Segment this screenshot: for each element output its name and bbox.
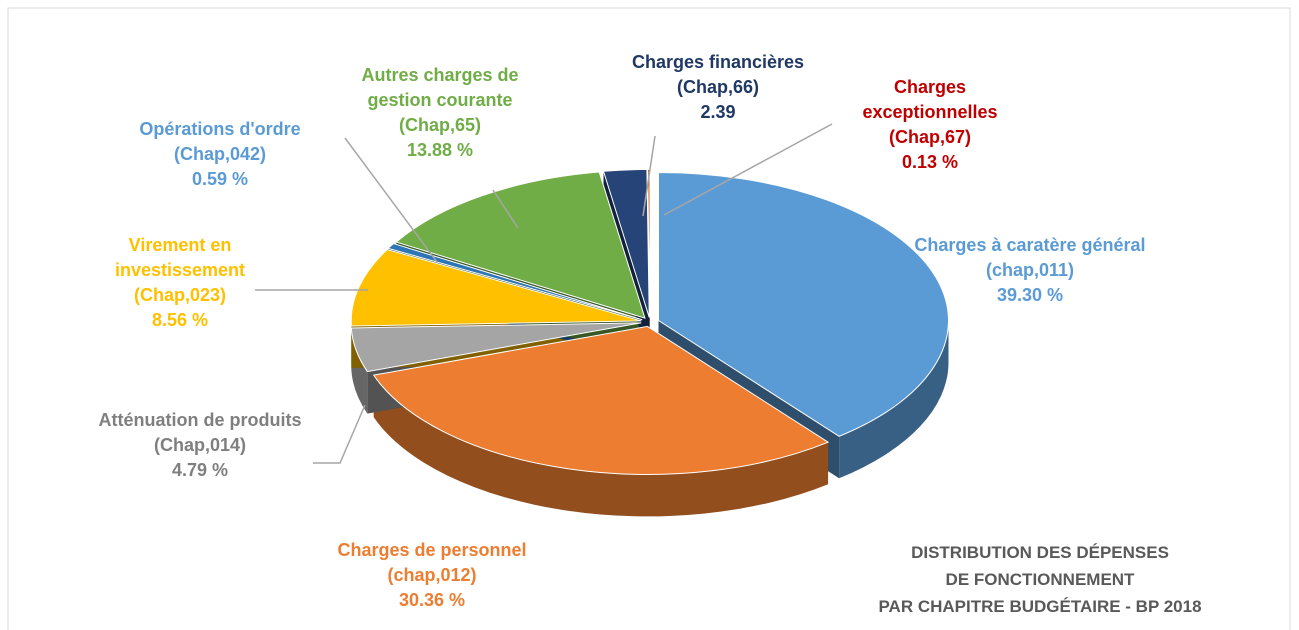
data-label: Charges exceptionnelles (Chap,67) 0.13 % [825,75,1035,175]
value-label: 8.56 % [151,310,209,330]
leader-line [492,189,519,229]
pie-slice [657,171,949,437]
category-label: Virement en investissement (Chap,023) [114,235,246,305]
pie-tops [350,168,949,475]
category-label: Charges financières (Chap,66) [631,52,805,97]
pie-slice [395,171,646,319]
data-label: Opérations d'ordre (Chap,042) 0.59 % [105,117,335,192]
data-label: Virement en investissement (Chap,023) 8.5… [80,233,280,333]
pie-slice [602,168,650,318]
pie-slice [350,248,642,327]
category-label: Charges exceptionnelles (Chap,67) [862,77,998,147]
leader-line [344,137,438,263]
pie-slice [350,322,642,373]
leader-line [663,123,833,216]
value-label: 30.36 % [398,590,466,610]
leader-line [642,135,656,217]
pie-slice-side [839,320,949,479]
chart-title: DISTRIBUTION DES DÉPENSES [911,543,1169,562]
leader-line [313,404,366,464]
value-label: 39.30 % [996,285,1064,305]
chart-title: PAR CHAPITRE BUDGÉTAIRE - BP 2018 [878,597,1202,616]
value-label: 4.79 % [171,460,229,480]
chart-title: DE FONCTIONNEMENT [945,570,1135,589]
value-label: 2.39 [700,102,736,122]
data-label: Atténuation de produits (Chap,014) 4.79 % [85,408,315,483]
value-label: 13.88 % [406,140,474,160]
value-label: 0.13 % [901,152,959,172]
category-label: Charges de personnel (chap,012) [337,540,527,585]
data-label: Autres charges de gestion courante (Chap… [340,63,540,163]
category-label: Opérations d'ordre (Chap,042) [139,119,301,164]
data-label: Charges financières (Chap,66) 2.39 [603,50,833,125]
pie-slice [387,243,643,321]
value-label: 0.59 % [191,169,249,189]
frame [7,7,1291,630]
category-label: Atténuation de produits (Chap,014) [98,410,302,455]
data-label: Charges de personnel (chap,012) 30.36 % [302,538,562,613]
data-label: Charges à caratère général (chap,011) 39.… [910,233,1150,308]
category-label: Autres charges de gestion courante (Chap… [361,65,519,135]
pie-slice [372,325,830,475]
pie-slice-side [373,375,829,517]
category-label: Charges à caratère général (chap,011) [914,235,1146,280]
